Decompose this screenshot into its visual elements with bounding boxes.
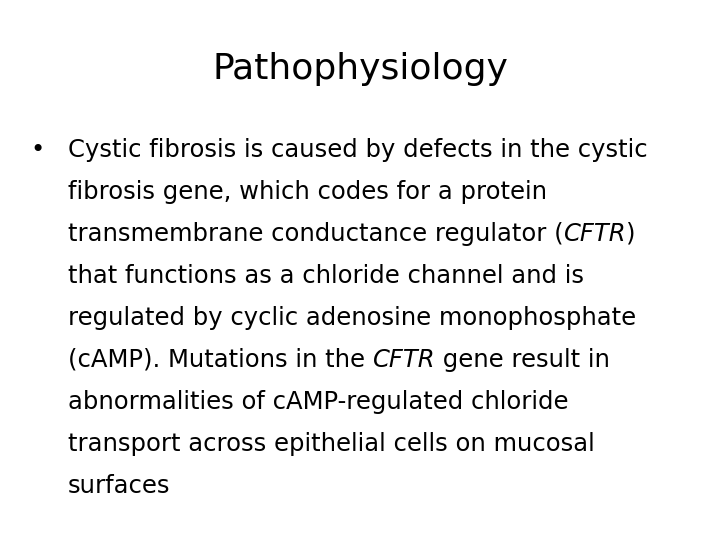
Text: ): ) bbox=[626, 222, 636, 246]
Text: abnormalities of cAMP-regulated chloride: abnormalities of cAMP-regulated chloride bbox=[68, 390, 569, 414]
Text: that functions as a chloride channel and is: that functions as a chloride channel and… bbox=[68, 264, 584, 288]
Text: (cAMP). Mutations in the: (cAMP). Mutations in the bbox=[68, 348, 373, 372]
Text: CFTR: CFTR bbox=[373, 348, 436, 372]
Text: transport across epithelial cells on mucosal: transport across epithelial cells on muc… bbox=[68, 432, 595, 456]
Text: CFTR: CFTR bbox=[564, 222, 626, 246]
Text: surfaces: surfaces bbox=[68, 474, 171, 498]
Text: Cystic fibrosis is caused by defects in the cystic: Cystic fibrosis is caused by defects in … bbox=[68, 138, 647, 162]
Text: fibrosis gene, which codes for a protein: fibrosis gene, which codes for a protein bbox=[68, 180, 547, 204]
Text: gene result in: gene result in bbox=[436, 348, 611, 372]
Text: regulated by cyclic adenosine monophosphate: regulated by cyclic adenosine monophosph… bbox=[68, 306, 636, 330]
Text: transmembrane conductance regulator (: transmembrane conductance regulator ( bbox=[68, 222, 564, 246]
Text: •: • bbox=[31, 138, 45, 162]
Text: Pathophysiology: Pathophysiology bbox=[212, 52, 508, 86]
